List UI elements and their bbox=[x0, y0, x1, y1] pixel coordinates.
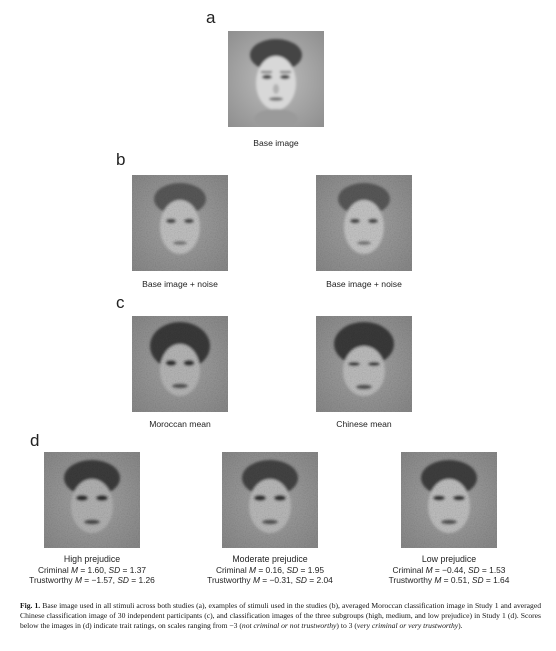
panel-letter-a: a bbox=[206, 8, 216, 27]
caption-moroccan-mean: Moroccan mean bbox=[149, 419, 211, 429]
chinese-mean-face bbox=[316, 316, 412, 412]
caption-chinese-mean: Chinese mean bbox=[336, 419, 392, 429]
high-prejudice-trustworthy: Trustworthy M = −1.57, SD = 1.26 bbox=[29, 575, 155, 586]
panel-letter-d: d bbox=[30, 431, 40, 450]
figure-caption-italic-1: not criminal or not trustworthy bbox=[241, 621, 337, 631]
high-prejudice-criminal: Criminal M = 1.60, SD = 1.37 bbox=[37, 564, 147, 575]
low-prejudice-face bbox=[401, 452, 497, 548]
noise-face-image-1 bbox=[132, 175, 228, 271]
figure-caption-text-2: ) to 3 ( bbox=[336, 621, 357, 631]
caption-noise-2: Base image + noise bbox=[326, 279, 402, 289]
figure-label: Fig. 1. bbox=[20, 601, 41, 610]
caption-base-image: Base image bbox=[253, 138, 299, 148]
low-prejudice-title: Low prejudice bbox=[421, 554, 477, 564]
panel-letter-b: b bbox=[116, 150, 126, 169]
low-prejudice-criminal: Criminal M = −0.44, SD = 1.53 bbox=[392, 564, 506, 575]
noise-face-image-2 bbox=[316, 175, 412, 271]
low-prejudice-stats: Low prejudice Criminal M = −0.44, SD = 1… bbox=[369, 554, 529, 586]
panel-letter-c: c bbox=[116, 293, 125, 312]
high-prejudice-face bbox=[44, 452, 140, 548]
figure-caption-text-1: Base image used in all stimuli across bo… bbox=[20, 601, 541, 631]
base-face-image bbox=[228, 31, 324, 127]
figure-caption: Fig. 1. Base image used in all stimuli a… bbox=[20, 601, 541, 632]
figure-caption-italic-2: very criminal or very trustworthy bbox=[356, 621, 459, 631]
moderate-prejudice-title: Moderate prejudice bbox=[232, 554, 308, 564]
moderate-prejudice-trustworthy: Trustworthy M = −0.31, SD = 2.04 bbox=[207, 575, 333, 586]
moderate-prejudice-stats: Moderate prejudice Criminal M = 0.16, SD… bbox=[190, 554, 350, 586]
low-prejudice-trustworthy: Trustworthy M = 0.51, SD = 1.64 bbox=[388, 575, 510, 586]
high-prejudice-stats: High prejudice Criminal M = 1.60, SD = 1… bbox=[12, 554, 172, 586]
moderate-prejudice-criminal: Criminal M = 0.16, SD = 1.95 bbox=[215, 564, 325, 575]
caption-noise-1: Base image + noise bbox=[142, 279, 218, 289]
figure-caption-text-3: ). bbox=[458, 621, 463, 631]
moroccan-mean-face bbox=[132, 316, 228, 412]
high-prejudice-title: High prejudice bbox=[63, 554, 121, 564]
moderate-prejudice-face bbox=[222, 452, 318, 548]
